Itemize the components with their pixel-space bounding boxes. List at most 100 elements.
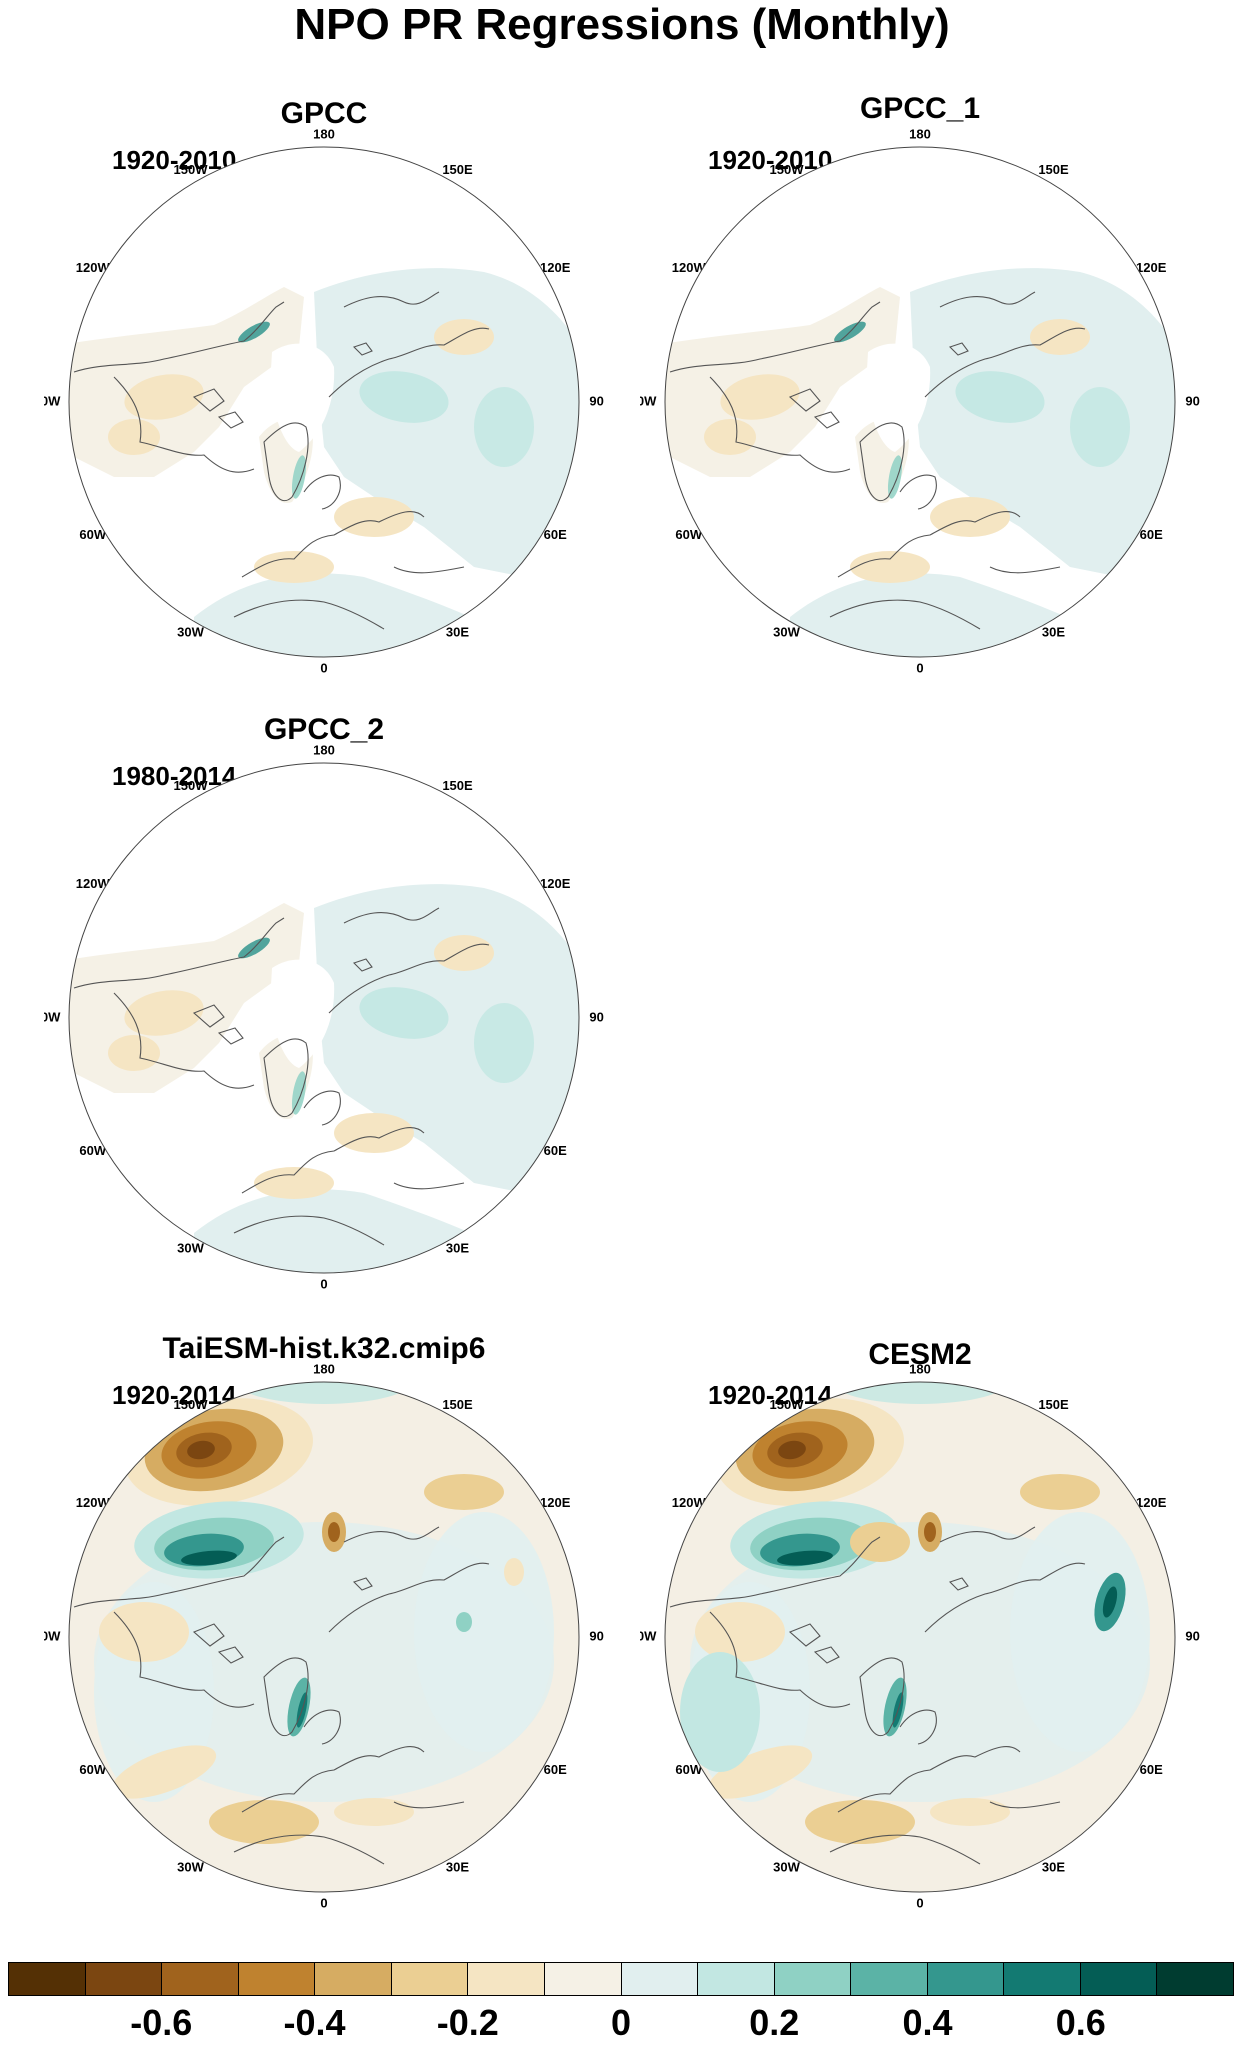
colorbar-tick-label: -0.6: [130, 2002, 193, 2043]
colorbar-box: [1004, 1963, 1081, 1995]
longitude-label: 90E: [589, 1628, 604, 1643]
panel-title: GPCC_2: [263, 713, 385, 746]
polar-map: 180 150E 120E 90E 60E 30E 0 30W 60W 90W 120W 150W: [44, 126, 604, 675]
anomaly-patch: [930, 1798, 1010, 1826]
anomaly-patch: [334, 1113, 414, 1153]
coastline: [192, 388, 225, 412]
longitude-label: 60W: [79, 1143, 106, 1158]
panel-title: GPCC_1: [859, 92, 981, 125]
anomaly-patch: [850, 551, 930, 583]
coastline: [837, 511, 1021, 578]
longitude-label: 0: [916, 660, 923, 675]
longitude-label: 150E: [442, 1397, 473, 1412]
coastline: [303, 1709, 341, 1745]
colorbar-box: [315, 1963, 392, 1995]
longitude-label: 120W: [672, 1495, 707, 1510]
longitude-label: 60W: [675, 527, 702, 542]
coastline: [303, 474, 341, 510]
longitude-label: 30W: [773, 625, 800, 640]
longitude-label: 90W: [640, 1628, 657, 1643]
coastline: [948, 1577, 969, 1591]
coastline: [192, 1623, 225, 1647]
longitude-label: 60E: [544, 1143, 567, 1158]
longitude-label: 60W: [675, 1762, 702, 1777]
map-boundary: [68, 146, 580, 658]
longitude-label: 180: [313, 1361, 335, 1376]
anomaly-patch: [234, 1382, 414, 1404]
panel-gpcc-1: GPCC_1 1920-2010 180 150E 120E 90E 60E 30E 0 30…: [640, 92, 1200, 692]
panel-taiesm: TaiESM-hist.k32.cmip6 1920-2014 180 150E 1…: [44, 1332, 604, 1932]
anomaly-patch: [334, 497, 414, 537]
anomaly-patch: [254, 551, 334, 583]
longitude-label: 120W: [76, 876, 111, 891]
polar-map: 180 150E 120E 90E 60E 30E 0 30W 60W 90W 120W 150W: [640, 126, 1200, 675]
map-field: [665, 147, 1175, 657]
anomaly-patch: [474, 387, 534, 467]
longitude-label: 150E: [442, 778, 473, 793]
panel-gpcc: GPCC 1920-2010 180 150E 120E 90E 60E 30E 0 30W 6…: [44, 97, 604, 697]
polar-map: 180 150E 120E 90E 60E 30E 0 30W 60W 90W 120W 150W: [44, 1361, 604, 1910]
coastline: [263, 1657, 309, 1737]
anomaly-patch: [291, 1071, 307, 1115]
coastline: [859, 1657, 905, 1737]
colorbar-box: [468, 1963, 545, 1995]
land-region: [194, 573, 514, 657]
map-field: [69, 1382, 579, 1892]
longitude-label: 180: [313, 126, 335, 141]
longitude-label: 150E: [1038, 162, 1069, 177]
figure-title: NPO PR Regressions (Monthly): [294, 0, 950, 49]
longitude-label: 0: [320, 1276, 327, 1291]
anomaly-patch: [328, 1522, 340, 1542]
colorbar-box: [698, 1963, 775, 1995]
anomaly-patch: [434, 935, 494, 971]
anomaly-patch: [456, 1612, 472, 1632]
colorbar-box: [621, 1963, 699, 1995]
longitude-label: 120W: [672, 260, 707, 275]
anomaly-patch: [414, 1512, 554, 1752]
anomaly-patch: [830, 1382, 1010, 1404]
longitude-label: 150W: [174, 778, 209, 793]
coastline: [924, 327, 1086, 398]
coastline: [939, 291, 1036, 308]
anomaly-patch: [720, 374, 800, 420]
coastline: [192, 1004, 225, 1028]
anomaly-patch: [805, 1800, 915, 1844]
panel-period: 1920-2010: [708, 145, 833, 175]
colorbar-box: [238, 1963, 316, 1995]
longitude-label: 0: [916, 1895, 923, 1910]
longitude-label: 120E: [1136, 1495, 1167, 1510]
coastline: [233, 1215, 385, 1246]
anomaly-patch: [930, 497, 1010, 537]
anomaly-patch: [108, 1035, 160, 1071]
anomaly-patch: [887, 455, 903, 499]
panel-period: 1920-2014: [708, 1380, 833, 1410]
anomaly-patch: [291, 455, 307, 499]
colorbar-box: [9, 1963, 86, 1995]
anomaly-patch: [111, 1745, 217, 1799]
longitude-label: 120E: [540, 1495, 571, 1510]
colorbar-box: [1157, 1963, 1233, 1995]
colorbar-box: [927, 1963, 1005, 1995]
anomaly-patch: [334, 1798, 414, 1826]
anomaly-patch: [187, 1440, 215, 1460]
longitude-label: 30W: [177, 625, 204, 640]
coastline: [343, 1526, 440, 1543]
longitude-label: 60E: [1140, 527, 1163, 542]
panel-gpcc-2: GPCC_2 1980-2014 180 150E 120E 90E 60E 30E 0 30…: [44, 713, 604, 1313]
coastline: [352, 958, 373, 972]
map-field: [69, 763, 579, 1273]
anomaly-patch: [955, 371, 1045, 423]
coastline: [73, 917, 285, 989]
colorbar-tick-label: 0.2: [749, 2002, 800, 2043]
longitude-label: 150W: [770, 1397, 805, 1412]
map-boundary: [664, 1381, 1176, 1893]
panel-cesm2: CESM2 1920-2014 180 150E 120E 90E 60E 30E 0 30W…: [640, 1338, 1200, 1938]
longitude-label: 90E: [589, 1009, 604, 1024]
coastlines: [73, 1526, 490, 1865]
coastline: [241, 1746, 425, 1813]
longitude-label: 60E: [1140, 1762, 1163, 1777]
longitude-label: 60W: [79, 527, 106, 542]
longitude-label: 150W: [174, 162, 209, 177]
coastline: [73, 1536, 285, 1608]
longitude-label: 0: [320, 1895, 327, 1910]
